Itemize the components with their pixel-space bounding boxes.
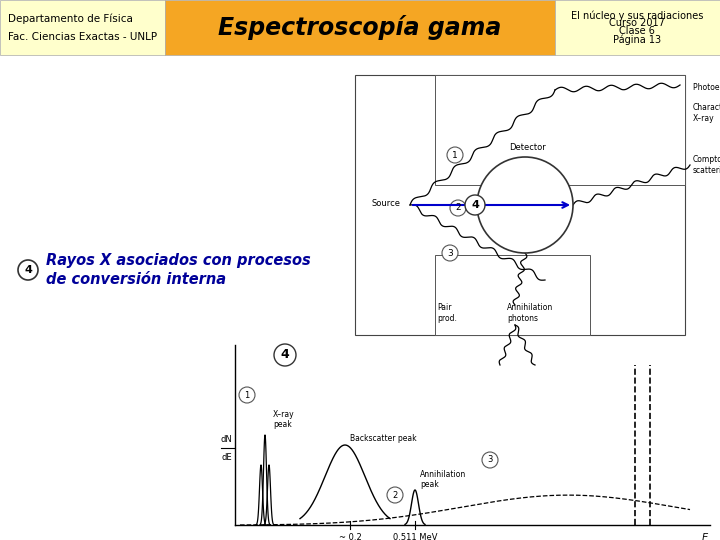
Text: Clase 6: Clase 6	[619, 26, 655, 37]
Text: Annihilation
photons: Annihilation photons	[507, 303, 553, 323]
Text: 0.511 MeV: 0.511 MeV	[392, 533, 437, 540]
Text: Characteristic
X–ray: Characteristic X–ray	[693, 103, 720, 123]
Text: Source: Source	[371, 199, 400, 207]
FancyBboxPatch shape	[165, 0, 555, 55]
Text: Rayos X asociados con procesos: Rayos X asociados con procesos	[46, 253, 311, 267]
Text: 2: 2	[392, 490, 397, 500]
Circle shape	[447, 147, 463, 163]
Text: dE: dE	[221, 453, 232, 462]
Circle shape	[450, 200, 466, 216]
Text: Compton
scattering: Compton scattering	[693, 156, 720, 175]
Bar	[355, 75, 685, 335]
Text: 3: 3	[447, 248, 453, 258]
Text: Backscatter peak: Backscatter peak	[350, 434, 417, 443]
FancyBboxPatch shape	[0, 0, 165, 55]
Circle shape	[477, 157, 573, 253]
Text: Fac. Ciencias Exactas - UNLP: Fac. Ciencias Exactas - UNLP	[8, 31, 157, 42]
Text: Departamento de Física: Departamento de Física	[8, 14, 133, 24]
Circle shape	[18, 260, 38, 280]
Text: 1: 1	[452, 151, 458, 159]
Text: 4: 4	[24, 265, 32, 275]
Text: Página 13: Página 13	[613, 34, 661, 45]
Text: 4: 4	[281, 348, 289, 361]
Text: Detector: Detector	[508, 143, 545, 152]
Text: Espectroscopía gama: Espectroscopía gama	[218, 15, 502, 40]
Text: Curso 2017: Curso 2017	[609, 18, 665, 29]
Bar	[435, 75, 685, 185]
Text: dN: dN	[220, 435, 232, 444]
Text: Annihilation
peak: Annihilation peak	[420, 470, 467, 489]
Bar	[435, 255, 590, 335]
Circle shape	[442, 245, 458, 261]
Circle shape	[387, 487, 403, 503]
Circle shape	[239, 387, 255, 403]
Text: ~ 0.2: ~ 0.2	[338, 533, 361, 540]
Text: 4: 4	[471, 200, 479, 210]
Text: 1: 1	[244, 390, 250, 400]
Text: X–ray
peak: X–ray peak	[273, 410, 294, 429]
Text: 3: 3	[487, 456, 492, 464]
Text: E: E	[702, 533, 708, 540]
Circle shape	[274, 344, 296, 366]
Circle shape	[465, 195, 485, 215]
Text: de conversión interna: de conversión interna	[46, 273, 226, 287]
Text: Photoelectric absorption: Photoelectric absorption	[693, 83, 720, 91]
Text: El núcleo y sus radiaciones: El núcleo y sus radiaciones	[571, 10, 703, 21]
Text: Pair
prod.: Pair prod.	[437, 303, 457, 323]
Text: 2: 2	[455, 204, 461, 213]
FancyBboxPatch shape	[555, 0, 720, 55]
Circle shape	[482, 452, 498, 468]
